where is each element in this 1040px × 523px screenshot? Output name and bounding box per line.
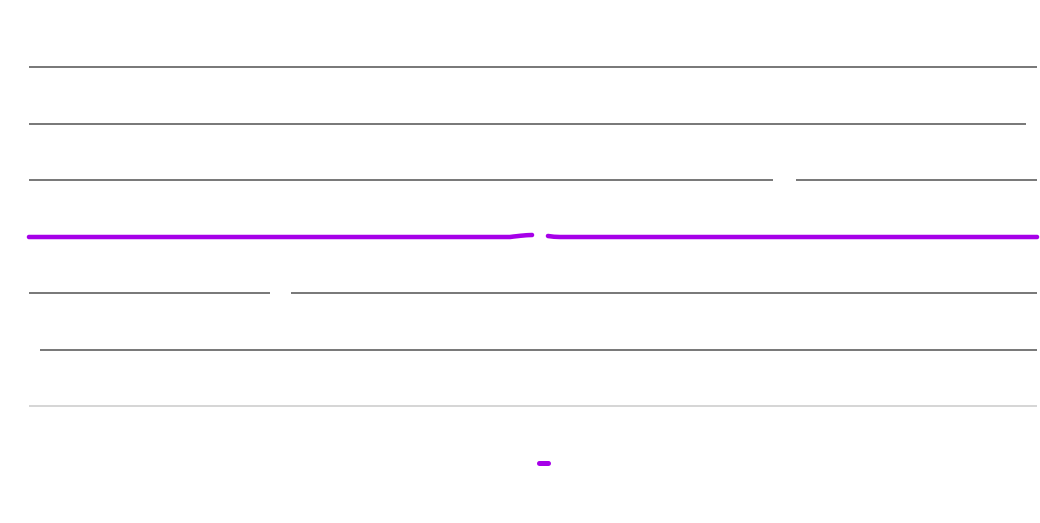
purple-marker <box>537 461 551 466</box>
highlighted-line <box>26 232 1040 240</box>
